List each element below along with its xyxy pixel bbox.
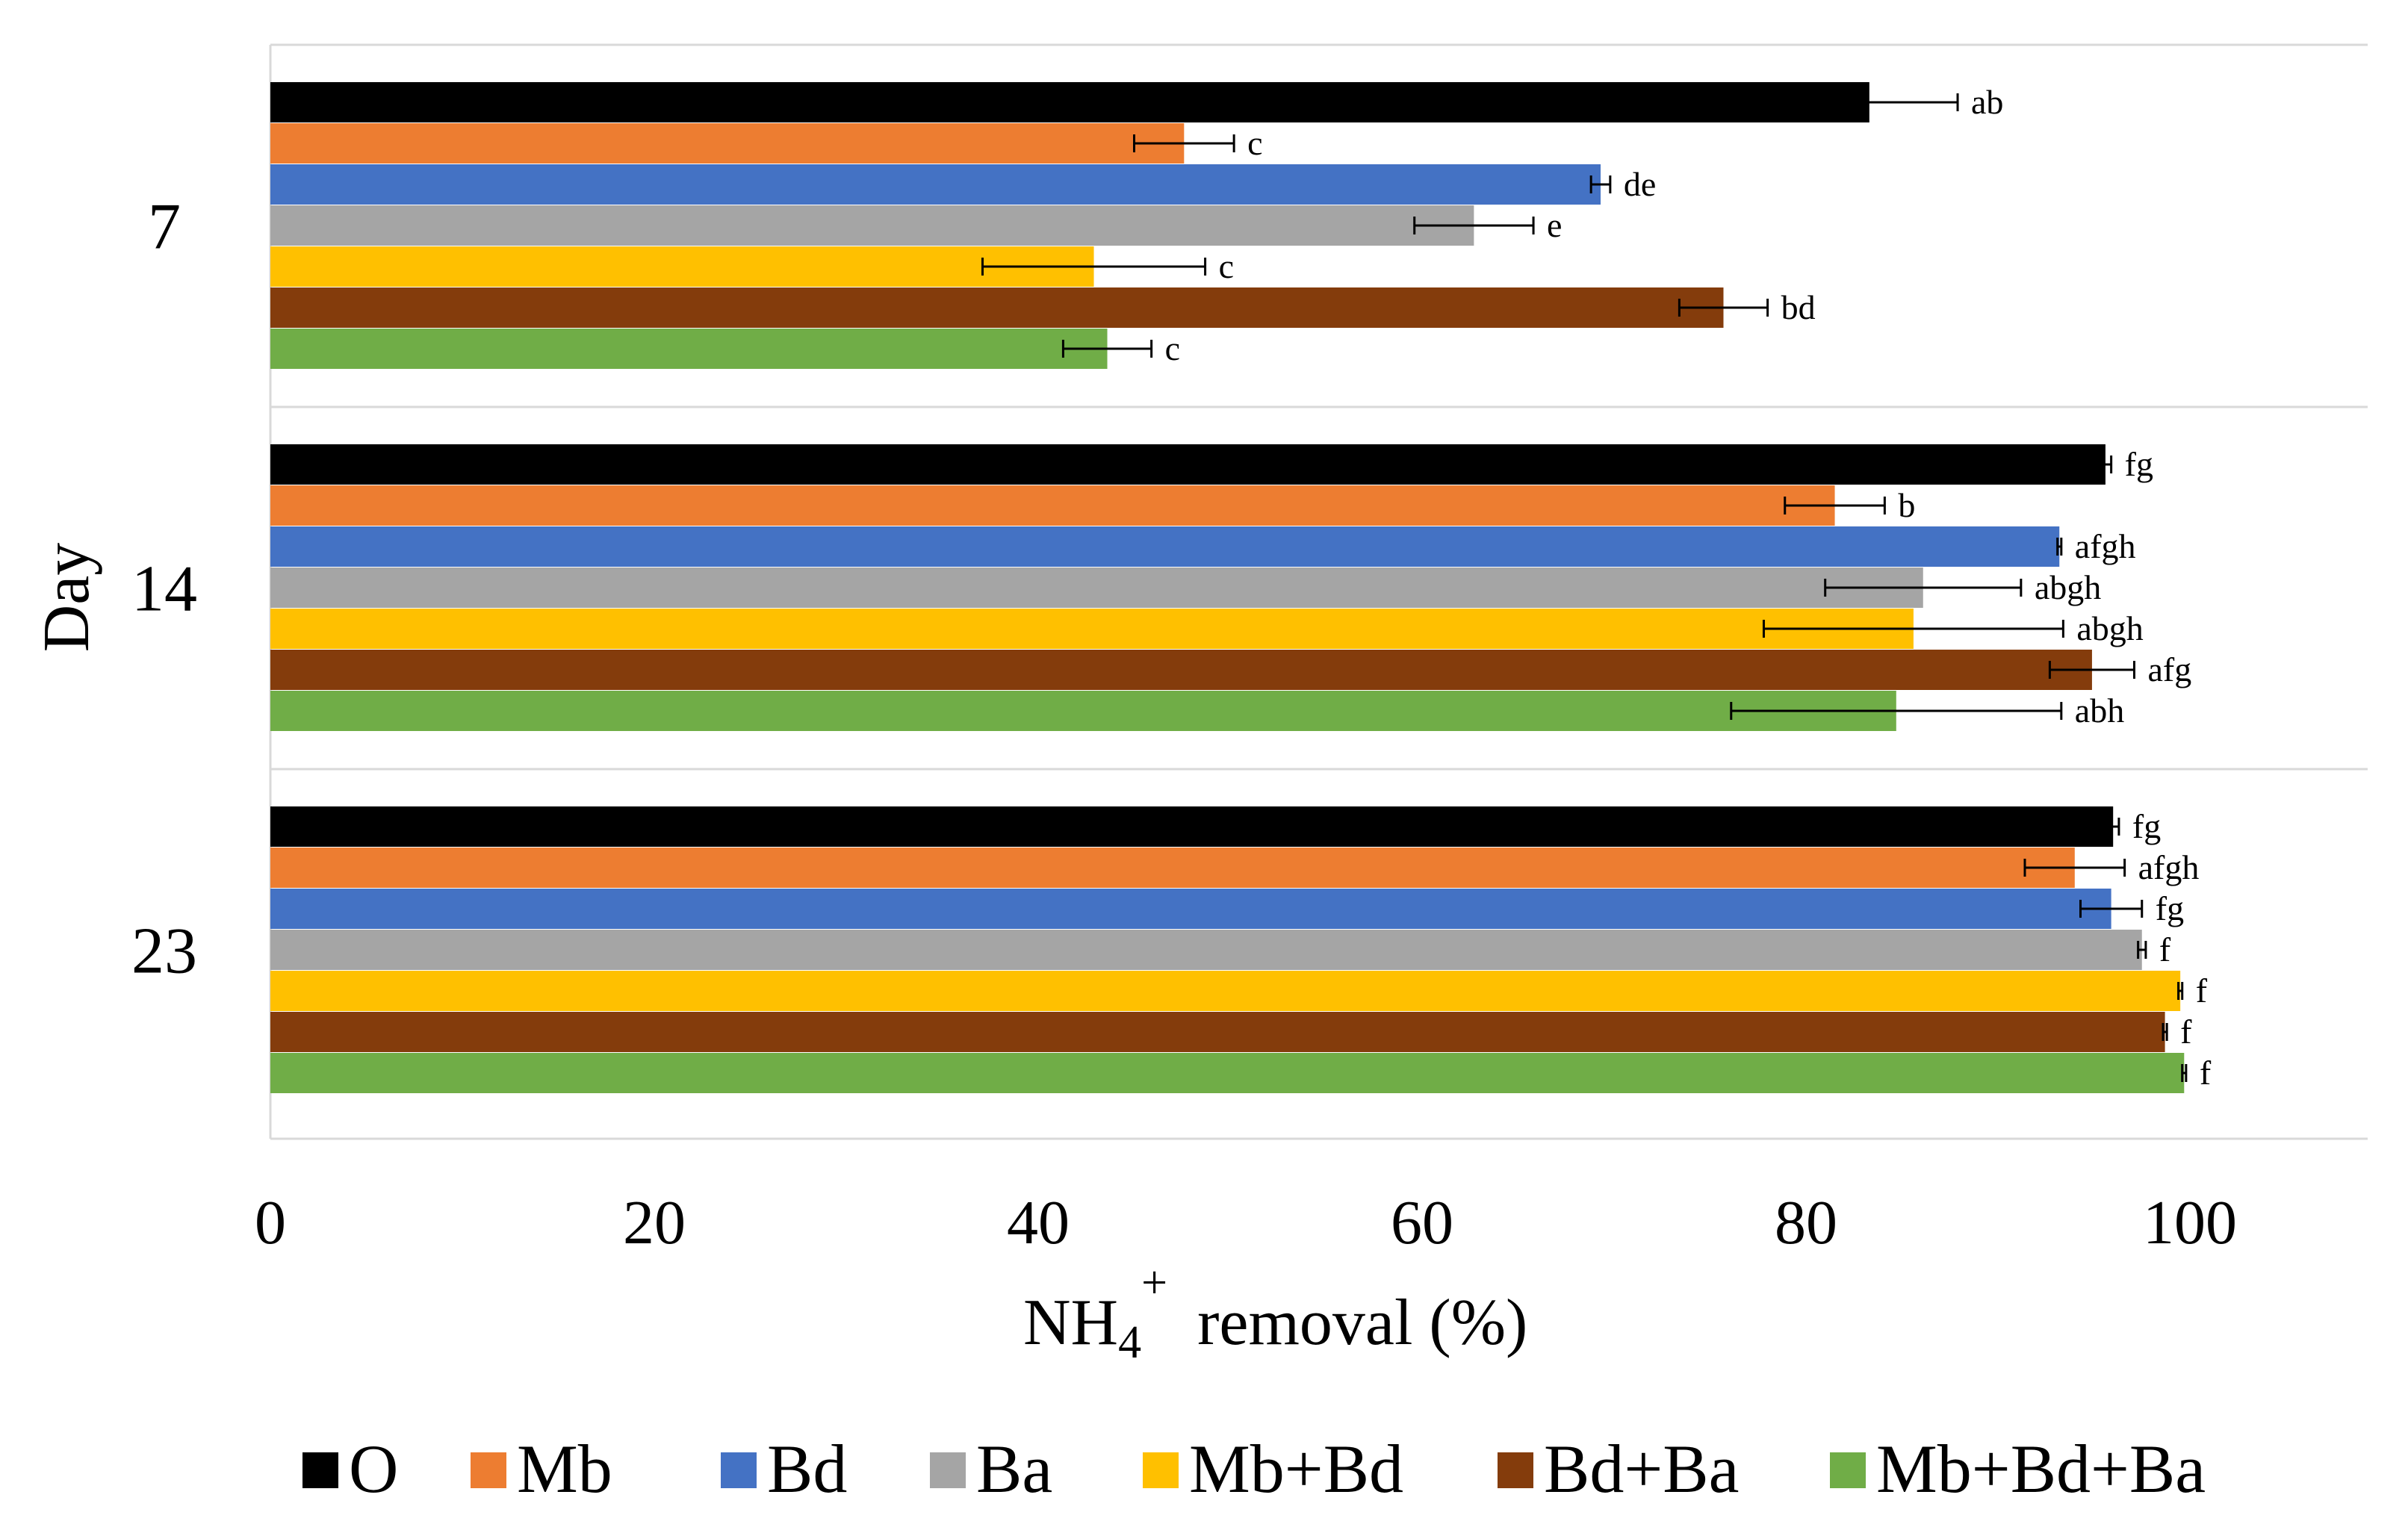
significance-label: afg bbox=[2147, 650, 2191, 688]
legend-swatch-o bbox=[302, 1452, 338, 1488]
x-tick-label: 20 bbox=[623, 1188, 686, 1257]
x-tick-label: 80 bbox=[1775, 1188, 1837, 1257]
bar-day7-mb-bd-ba bbox=[270, 329, 1108, 369]
legend-label-mb-bd: Mb+Bd bbox=[1189, 1431, 1403, 1507]
x-axis-title: NH4+ removal (%) bbox=[1023, 1257, 1527, 1368]
bar-day14-mb-bd bbox=[270, 609, 1914, 649]
legend-label-bd-ba: Bd+Ba bbox=[1544, 1431, 1739, 1507]
legend-swatch-ba bbox=[930, 1452, 966, 1488]
bar-day7-o bbox=[270, 82, 1869, 122]
bar-day23-bd-ba bbox=[270, 1012, 2165, 1052]
x-tick-label: 40 bbox=[1007, 1188, 1070, 1257]
bar-day14-ba bbox=[270, 568, 1923, 608]
significance-label: bd bbox=[1781, 288, 1816, 326]
significance-label: ab bbox=[1971, 83, 2003, 121]
legend-swatch-mb-bd bbox=[1143, 1452, 1179, 1488]
bar-day23-bd bbox=[270, 889, 2111, 929]
legend-swatch-bd bbox=[721, 1452, 757, 1488]
significance-label: f bbox=[2180, 1013, 2192, 1051]
significance-label: f bbox=[2200, 1054, 2212, 1092]
legend-label-mb-bd-ba: Mb+Bd+Ba bbox=[1876, 1431, 2206, 1507]
significance-label: fg bbox=[2156, 889, 2184, 927]
bar-day14-bd-ba bbox=[270, 650, 2092, 690]
significance-label: e bbox=[1547, 206, 1562, 244]
y-tick-label-day-14: 14 bbox=[131, 553, 197, 626]
y-axis: 7 14 23 bbox=[131, 191, 197, 988]
plot-area: abcdeecbdcfgbafghabghabghafgabhfgafghfgf… bbox=[269, 43, 2368, 1140]
significance-label: c bbox=[1165, 329, 1180, 367]
bar-day7-bd-ba bbox=[270, 287, 1724, 328]
bar-day14-o bbox=[270, 444, 2106, 485]
x-axis: 0 20 40 60 80 100 bbox=[255, 1188, 2237, 1257]
significance-label: afgh bbox=[2138, 848, 2200, 886]
bar-day23-mb-bd bbox=[270, 971, 2181, 1011]
significance-label: afgh bbox=[2075, 527, 2136, 565]
significance-label: f bbox=[2196, 971, 2208, 1010]
significance-label: c bbox=[1247, 124, 1262, 162]
legend: O Mb Bd Ba Mb+Bd Bd+Ba Mb+Bd+Ba bbox=[302, 1431, 2206, 1507]
significance-label: de bbox=[1624, 165, 1656, 203]
significance-label: f bbox=[2159, 930, 2171, 968]
significance-label: c bbox=[1219, 247, 1234, 285]
legend-label-mb: Mb bbox=[517, 1431, 612, 1507]
legend-swatch-mb-bd-ba bbox=[1830, 1452, 1866, 1488]
significance-label: fg bbox=[2132, 807, 2161, 845]
legend-swatch-mb bbox=[471, 1452, 506, 1488]
x-tick-label: 100 bbox=[2143, 1188, 2237, 1257]
legend-swatch-bd-ba bbox=[1498, 1452, 1533, 1488]
bar-day14-mb-bd-ba bbox=[270, 691, 1896, 731]
bar-day23-ba bbox=[270, 930, 2142, 970]
legend-label-ba: Ba bbox=[976, 1431, 1052, 1507]
bar-day7-mb-bd bbox=[270, 246, 1094, 287]
x-axis-title-main: NH bbox=[1023, 1287, 1118, 1359]
y-tick-label-day-7: 7 bbox=[148, 191, 181, 264]
bar-day14-bd bbox=[270, 526, 2060, 567]
legend-label-o: O bbox=[349, 1431, 398, 1507]
significance-label: b bbox=[1898, 486, 1915, 524]
bar-day14-mb bbox=[270, 485, 1835, 526]
x-axis-title-rest: removal (%) bbox=[1197, 1287, 1527, 1359]
significance-label: fg bbox=[2125, 445, 2153, 483]
x-axis-title-sup: + bbox=[1141, 1257, 1167, 1308]
x-tick-label: 0 bbox=[255, 1188, 286, 1257]
bar-day7-mb bbox=[270, 123, 1185, 164]
y-axis-title: Day bbox=[31, 543, 103, 653]
legend-label-bd: Bd bbox=[767, 1431, 847, 1507]
significance-label: abgh bbox=[2076, 609, 2143, 647]
bar-day23-o bbox=[270, 806, 2114, 847]
bar-day7-bd bbox=[270, 164, 1601, 205]
significance-label: abh bbox=[2075, 691, 2124, 730]
significance-label: abgh bbox=[2035, 568, 2101, 606]
bar-day23-mb-bd-ba bbox=[270, 1053, 2185, 1093]
x-axis-title-sub: 4 bbox=[1118, 1317, 1141, 1368]
x-tick-label: 60 bbox=[1391, 1188, 1453, 1257]
bar-day23-mb bbox=[270, 848, 2075, 888]
y-tick-label-day-23: 23 bbox=[131, 915, 197, 988]
bar-day7-ba bbox=[270, 205, 1474, 246]
